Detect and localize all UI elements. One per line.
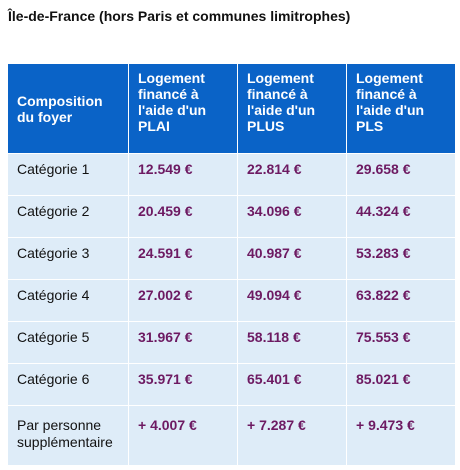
row-label: Catégorie 5	[7, 321, 129, 364]
plai-value: 24.591 €	[128, 237, 238, 280]
plus-value: 34.096 €	[237, 195, 347, 238]
row-label: Par personne supplémentaire	[7, 405, 129, 466]
row-label: Catégorie 6	[7, 363, 129, 406]
plus-value: 40.987 €	[237, 237, 347, 280]
plus-value: 49.094 €	[237, 279, 347, 322]
pls-value: 63.822 €	[346, 279, 456, 322]
row-label: Catégorie 4	[7, 279, 129, 322]
plai-value: 31.967 €	[128, 321, 238, 364]
table-row: Catégorie 3 24.591 € 40.987 € 53.283 €	[7, 237, 456, 280]
table-row: Par personne supplémentaire + 4.007 € + …	[7, 405, 456, 466]
plus-value: + 7.287 €	[237, 405, 347, 466]
row-label: Catégorie 1	[7, 153, 129, 196]
pls-value: + 9.473 €	[346, 405, 456, 466]
column-header-pls: Logement financé à l'aide d'un PLS	[346, 63, 456, 154]
pls-value: 44.324 €	[346, 195, 456, 238]
plus-value: 65.401 €	[237, 363, 347, 406]
column-header-plai: Logement financé à l'aide d'un PLAI	[128, 63, 238, 154]
row-label: Catégorie 2	[7, 195, 129, 238]
pls-value: 29.658 €	[346, 153, 456, 196]
plus-value: 22.814 €	[237, 153, 347, 196]
page-title: Île-de-France (hors Paris et communes li…	[8, 8, 351, 24]
plai-value: + 4.007 €	[128, 405, 238, 466]
table-row: Catégorie 1 12.549 € 22.814 € 29.658 €	[7, 153, 456, 196]
table-row: Catégorie 6 35.971 € 65.401 € 85.021 €	[7, 363, 456, 406]
plai-value: 35.971 €	[128, 363, 238, 406]
pls-value: 53.283 €	[346, 237, 456, 280]
column-header-composition: Composition du foyer	[7, 63, 129, 154]
table-header-row: Composition du foyer Logement financé à …	[7, 63, 456, 154]
table-row: Catégorie 5 31.967 € 58.118 € 75.553 €	[7, 321, 456, 364]
column-header-plus: Logement financé à l'aide d'un PLUS	[237, 63, 347, 154]
table-row: Catégorie 2 20.459 € 34.096 € 44.324 €	[7, 195, 456, 238]
row-label: Catégorie 3	[7, 237, 129, 280]
plai-value: 20.459 €	[128, 195, 238, 238]
plai-value: 27.002 €	[128, 279, 238, 322]
table-row: Catégorie 4 27.002 € 49.094 € 63.822 €	[7, 279, 456, 322]
plai-value: 12.549 €	[128, 153, 238, 196]
pls-value: 85.021 €	[346, 363, 456, 406]
pls-value: 75.553 €	[346, 321, 456, 364]
plus-value: 58.118 €	[237, 321, 347, 364]
income-ceiling-table: Composition du foyer Logement financé à …	[7, 63, 456, 466]
